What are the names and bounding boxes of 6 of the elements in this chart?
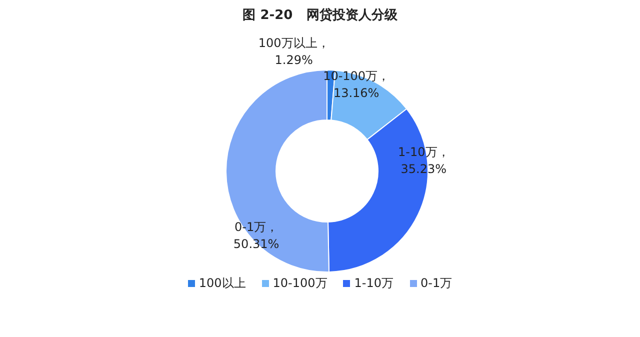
legend-label: 10-100万 [272,276,328,290]
legend-label: 0-1万 [420,276,452,290]
legend-label: 100以上 [198,276,246,290]
data-label: 100万以上，1.29% [258,35,330,70]
chart-title: 图 2-20 网贷投资人分级 [242,6,398,24]
legend-label: 1-10万 [354,276,394,290]
